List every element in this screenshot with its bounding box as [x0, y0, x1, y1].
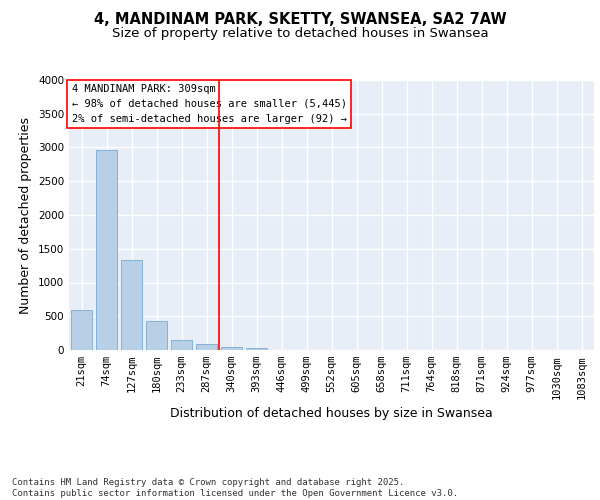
Bar — [146, 321, 167, 350]
Text: Size of property relative to detached houses in Swansea: Size of property relative to detached ho… — [112, 28, 488, 40]
Y-axis label: Number of detached properties: Number of detached properties — [19, 116, 32, 314]
Bar — [71, 310, 92, 350]
X-axis label: Distribution of detached houses by size in Swansea: Distribution of detached houses by size … — [170, 407, 493, 420]
Bar — [246, 348, 267, 350]
Bar — [121, 260, 142, 350]
Text: Contains HM Land Registry data © Crown copyright and database right 2025.
Contai: Contains HM Land Registry data © Crown c… — [12, 478, 458, 498]
Bar — [96, 150, 117, 350]
Bar — [196, 344, 217, 350]
Bar — [221, 346, 242, 350]
Text: 4, MANDINAM PARK, SKETTY, SWANSEA, SA2 7AW: 4, MANDINAM PARK, SKETTY, SWANSEA, SA2 7… — [94, 12, 506, 28]
Bar — [171, 340, 192, 350]
Text: 4 MANDINAM PARK: 309sqm
← 98% of detached houses are smaller (5,445)
2% of semi-: 4 MANDINAM PARK: 309sqm ← 98% of detache… — [71, 84, 347, 124]
